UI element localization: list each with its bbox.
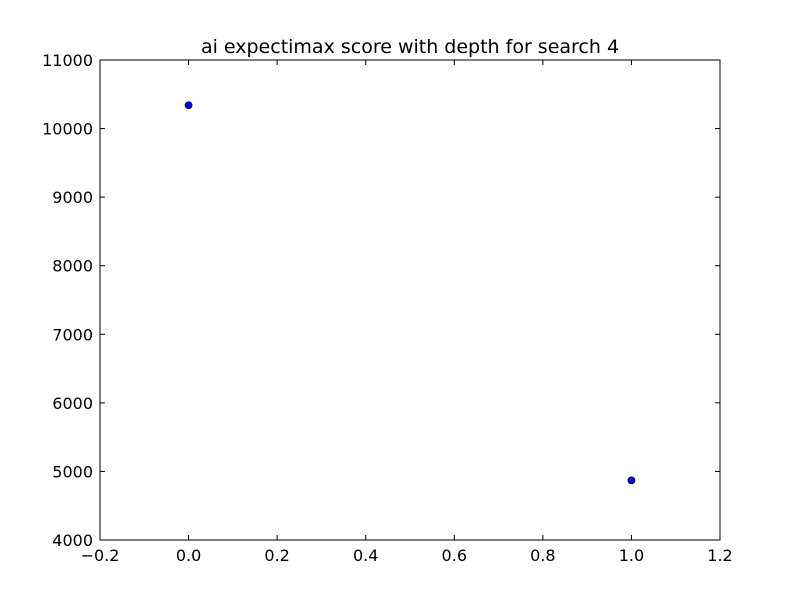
data-point <box>627 476 636 485</box>
plot-frame <box>99 59 721 541</box>
y-tick-label: 5000 <box>52 462 93 481</box>
y-tick-label: 4000 <box>52 531 93 550</box>
chart-title: ai expectimax score with depth for searc… <box>201 36 619 58</box>
y-tick-label: 10000 <box>42 120 93 139</box>
x-tick-label: 0.0 <box>176 546 201 565</box>
y-tick-label: 7000 <box>52 325 93 344</box>
x-tick-label: −0.2 <box>81 546 120 565</box>
x-tick-label: 0.4 <box>353 546 378 565</box>
ticks-group: −0.2 0.0 0.2 0.4 0.6 0.8 1.0 1.2 4000 5000 6000 700… <box>42 51 733 565</box>
y-tick-label: 6000 <box>52 394 93 413</box>
data-point <box>184 101 193 110</box>
x-tick-label: 0.8 <box>530 546 555 565</box>
x-tick-label: 1.0 <box>619 546 644 565</box>
points-group <box>184 101 636 485</box>
x-tick-label: 0.6 <box>442 546 467 565</box>
x-tick-label: 1.2 <box>707 546 732 565</box>
y-tick-label: 8000 <box>52 257 93 276</box>
y-tick-label: 9000 <box>52 188 93 207</box>
x-tick-label: 0.2 <box>264 546 289 565</box>
y-tick-label: 11000 <box>42 51 93 70</box>
